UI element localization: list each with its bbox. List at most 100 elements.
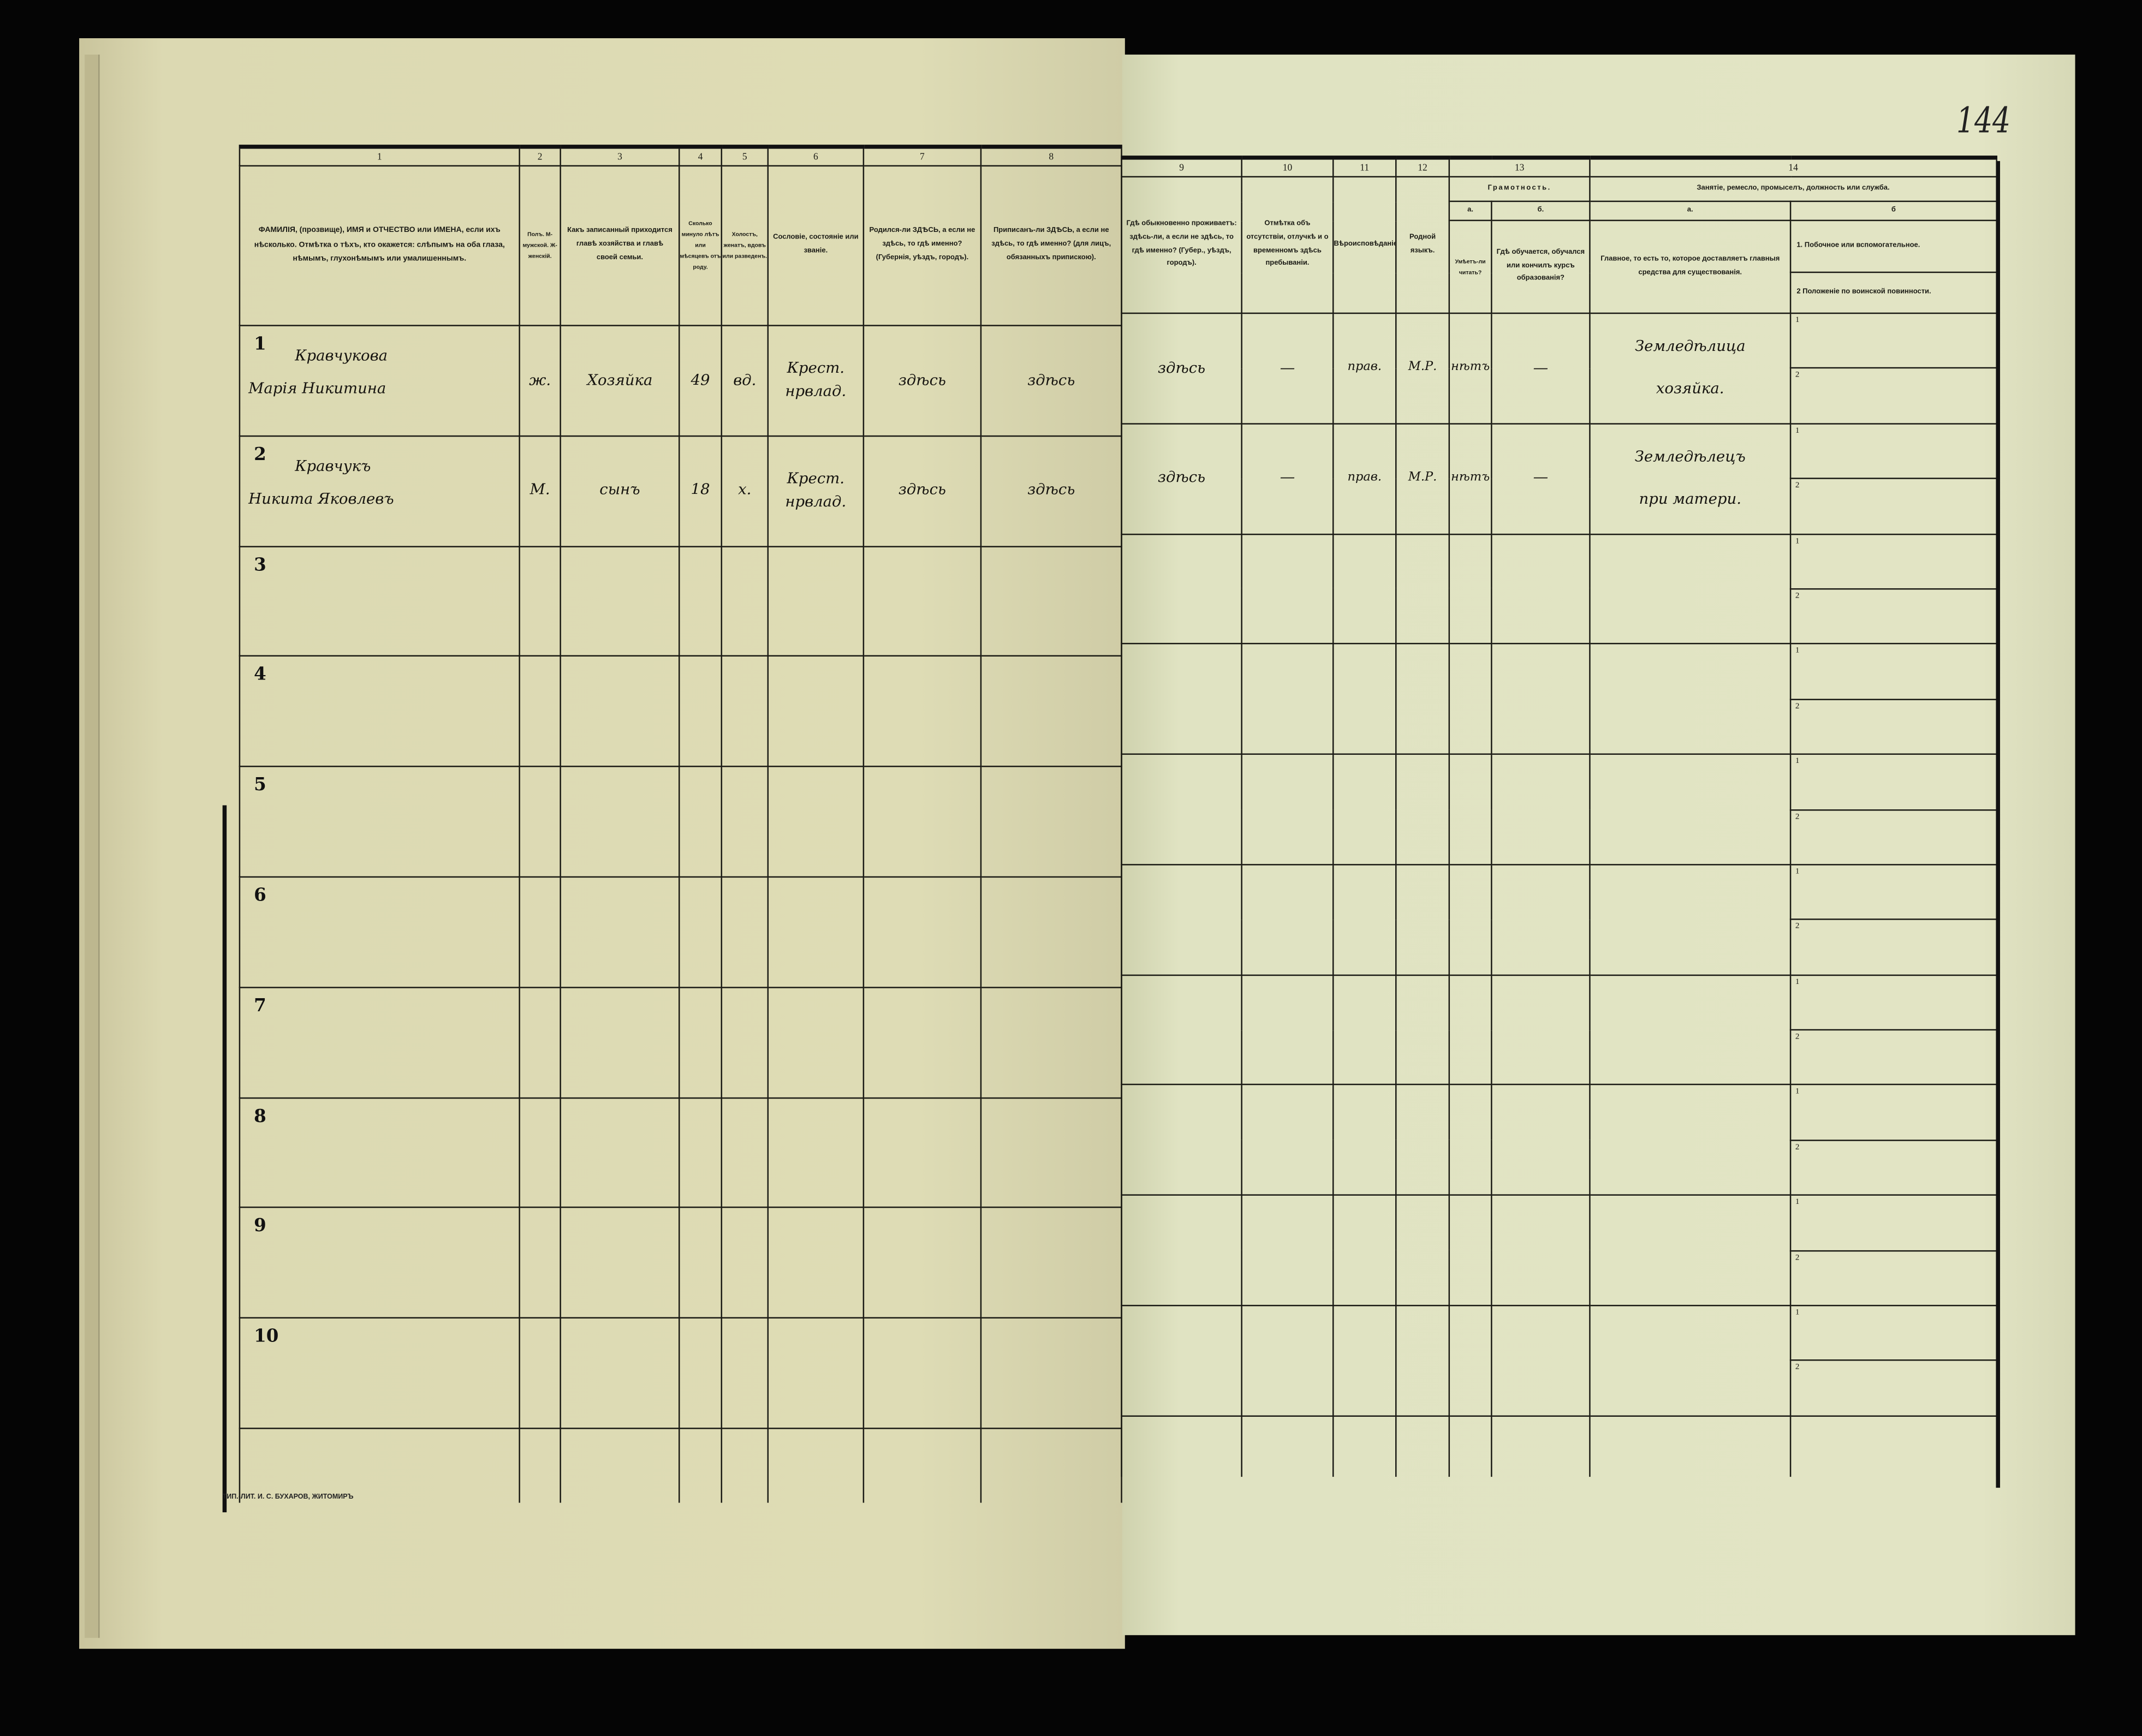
header-14a-label: а. <box>1589 200 1792 222</box>
cell-language <box>1395 1084 1450 1196</box>
cell-secondary-1: 1 <box>1789 312 1997 369</box>
header-relation: Какъ записанный приходится главѣ хозяйст… <box>560 165 680 326</box>
empty-cell <box>519 1427 561 1504</box>
cell-registered <box>980 876 1122 988</box>
cell-sex: М. <box>519 435 561 547</box>
cell-age <box>678 655 723 768</box>
cell-relation <box>560 876 680 988</box>
cell-absence: — <box>1241 422 1334 535</box>
cell-residence: здѣсь <box>1121 312 1242 425</box>
cell-secondary-2: 2 <box>1789 588 1997 645</box>
cell-registered <box>980 545 1122 657</box>
cell-registered: здѣсь <box>980 435 1122 547</box>
estate-line: Крест. <box>787 359 845 378</box>
header-name: ФАМИЛІЯ, (прозвище), ИМЯ и ОТЧЕСТВО или … <box>239 165 520 326</box>
col-number: 1 <box>239 145 520 167</box>
table-row: 1 Кравчукова Марія Никитина ж. Хозяйка 49 вд.… <box>239 325 1122 437</box>
occupation-line: хозяйка. <box>1656 379 1724 397</box>
cell-age: 18 <box>678 435 723 547</box>
cell-born <box>862 545 982 657</box>
table-subrow: 2 <box>1122 1360 1997 1417</box>
table-row: 1 <box>1121 1305 1997 1417</box>
cell-secondary-1: 1 <box>1789 422 1997 480</box>
cell-education <box>1491 1305 1591 1417</box>
cell-estate <box>767 766 865 878</box>
cell-literate <box>1448 1305 1492 1417</box>
cell-occupation <box>1589 533 1792 645</box>
cell-secondary-1: 1 <box>1789 533 1997 590</box>
cell-estate <box>767 655 865 768</box>
cell-secondary-2: 2 <box>1789 1139 1997 1196</box>
cell-residence: здѣсь <box>1121 422 1242 535</box>
table-row: 5 <box>239 766 1122 878</box>
cell-education <box>1491 863 1591 976</box>
left-census-table: 1 2 3 4 5 6 7 8 ФАМИЛІЯ, (прозвище), ИМЯ… <box>239 145 1122 1504</box>
col-number: 8 <box>980 145 1122 167</box>
sub-label: 1 <box>1795 1088 1800 1097</box>
cell-estate <box>767 876 865 988</box>
cell-literate <box>1448 643 1492 755</box>
cell-education <box>1491 1195 1591 1307</box>
occupation-line: при матери. <box>1639 490 1741 508</box>
table-row: 1 <box>1121 863 1997 976</box>
header-education: Гдѣ обучается, обучался или кончилъ курс… <box>1491 219 1591 314</box>
cell-absence: — <box>1241 312 1334 425</box>
col-number: 4 <box>678 145 723 167</box>
surname: Кравчукъ <box>295 457 371 475</box>
name-cell: 7 <box>239 986 520 1099</box>
occupation-line: Земледѣлецъ <box>1634 448 1746 466</box>
sub-label: 2 <box>1795 1364 1800 1373</box>
header-occupation: Занятіе, ремесло, промыселъ, должность и… <box>1589 176 1997 202</box>
estate-line: нрвлад. <box>785 382 847 400</box>
name-cell: 10 <box>239 1317 520 1429</box>
cell-occupation <box>1589 974 1792 1086</box>
empty-cell <box>1448 1415 1492 1477</box>
cell-education: — <box>1491 422 1591 535</box>
cell-estate: Крест. нрвлад. <box>767 325 865 437</box>
cell-religion <box>1332 1305 1397 1417</box>
cell-registered: здѣсь <box>980 325 1122 437</box>
cell-estate: Крест. нрвлад. <box>767 435 865 547</box>
cell-literate: нѣтъ <box>1448 422 1492 535</box>
cell-absence <box>1241 643 1334 755</box>
cell-literate <box>1448 863 1492 976</box>
header-can-read: Умѣетъ-ли читать? <box>1448 219 1492 314</box>
table-subrow: 2 <box>1122 698 1997 755</box>
col-number: 11 <box>1332 156 1397 178</box>
cell-language <box>1395 643 1450 755</box>
cell-relation: сынъ <box>560 435 680 547</box>
table-row: здѣсь — прав. М.Р. нѣтъ — Земледѣлецъ при матер… <box>1121 422 1997 535</box>
cell-estate <box>767 1317 865 1429</box>
cell-born <box>862 766 982 878</box>
col-number: 9 <box>1121 156 1242 178</box>
header-marital: Холостъ, женатъ, вдовъ или разведенъ. <box>721 165 769 326</box>
empty-cell <box>862 1427 982 1504</box>
cell-religion <box>1332 643 1397 755</box>
cell-age <box>678 876 723 988</box>
cell-absence <box>1241 1195 1334 1307</box>
cell-education: — <box>1491 312 1591 425</box>
col-number: 3 <box>560 145 680 167</box>
sub-label: 1 <box>1795 317 1800 325</box>
name-cell: 5 <box>239 766 520 878</box>
name-cell: 4 <box>239 655 520 768</box>
header-sub-label-row: а. б. а. б <box>1122 200 1997 222</box>
estate-line: нрвлад. <box>785 492 847 510</box>
cell-born <box>862 655 982 768</box>
cell-literate <box>1448 974 1492 1086</box>
table-row: 6 <box>239 876 1122 988</box>
cell-registered <box>980 986 1122 1099</box>
col-number: 12 <box>1395 156 1450 178</box>
row-number: 6 <box>254 886 266 906</box>
row-number: 10 <box>254 1327 279 1347</box>
cell-language: М.Р. <box>1395 312 1450 425</box>
cell-literate <box>1448 1195 1492 1307</box>
cell-age <box>678 766 723 878</box>
col-number: 2 <box>519 145 561 167</box>
header-13b-label: б. <box>1491 200 1591 222</box>
cell-occupation <box>1589 753 1792 866</box>
cell-secondary-2: 2 <box>1789 1360 1997 1417</box>
cell-religion <box>1332 974 1397 1086</box>
cell-born <box>862 1096 982 1209</box>
cell-religion: прав. <box>1332 312 1397 425</box>
